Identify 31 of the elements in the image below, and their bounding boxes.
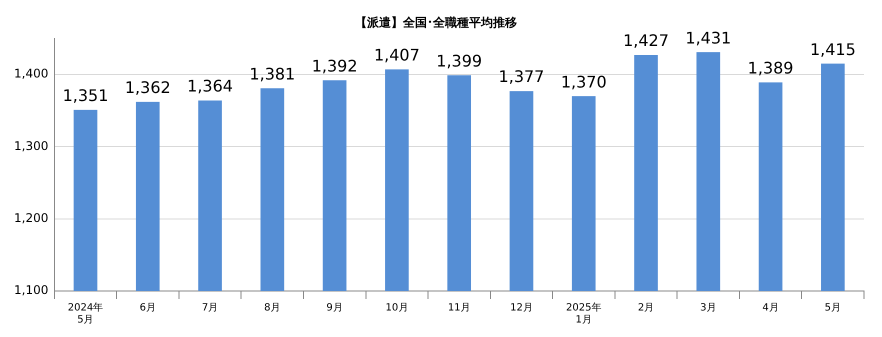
x-tick-label: 10月 bbox=[386, 302, 408, 314]
x-tick-label: 5月 bbox=[824, 302, 842, 314]
data-label: 1,364 bbox=[187, 76, 233, 96]
x-tick-label: 2024年 5月 bbox=[68, 302, 104, 326]
data-label: 1,389 bbox=[748, 58, 794, 78]
y-tick-label: 1,400 bbox=[14, 66, 48, 81]
x-tick-label: 4月 bbox=[762, 302, 779, 314]
data-label: 1,392 bbox=[312, 56, 358, 76]
data-label: 1,381 bbox=[249, 64, 296, 84]
chart-title: 【派遣】全国･全職種平均推移 bbox=[355, 15, 517, 30]
data-label: 1,351 bbox=[62, 86, 108, 106]
y-tick-label: 1,200 bbox=[14, 210, 48, 225]
data-label: 1,370 bbox=[560, 72, 607, 92]
x-tick-label: 8月 bbox=[264, 302, 281, 314]
x-tick-label: 7月 bbox=[202, 302, 218, 314]
x-tick-label: 2月 bbox=[638, 302, 654, 314]
data-label: 1,377 bbox=[498, 67, 544, 86]
x-tick-label: 2025年 1月 bbox=[566, 302, 602, 326]
data-label: 1,415 bbox=[810, 40, 856, 59]
x-tick-label: 12月 bbox=[510, 302, 533, 314]
x-tick-label: 3月 bbox=[700, 302, 716, 314]
data-label: 1,399 bbox=[436, 51, 482, 70]
data-label: 1,407 bbox=[374, 46, 420, 65]
data-label: 1,362 bbox=[124, 78, 171, 98]
x-tick-label: 11月 bbox=[448, 302, 471, 314]
x-tick-label: 9月 bbox=[326, 302, 343, 314]
y-tick-label: 1,100 bbox=[14, 283, 48, 298]
data-label: 1,431 bbox=[685, 28, 732, 48]
x-tick-label: 6月 bbox=[140, 302, 156, 314]
data-label: 1,427 bbox=[623, 31, 669, 50]
y-tick-label: 1,300 bbox=[14, 138, 48, 153]
